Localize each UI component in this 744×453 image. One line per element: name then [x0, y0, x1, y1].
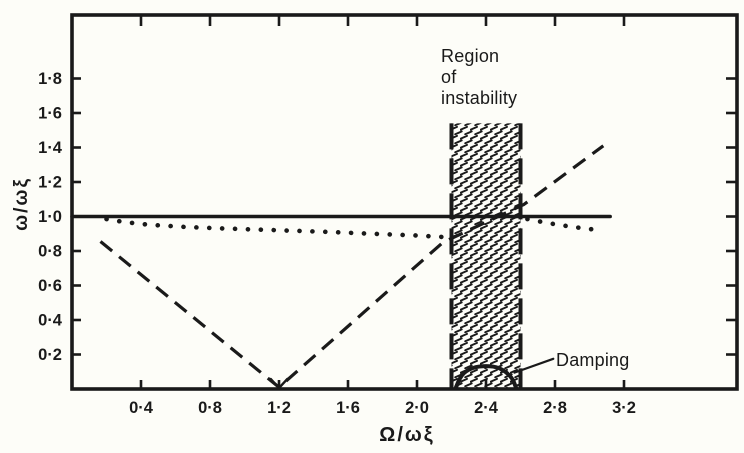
x-tick-label: 2·8	[543, 399, 567, 417]
plot-border	[70, 13, 739, 391]
series-whirl-frequency-dotted-right	[525, 216, 596, 232]
y-tick-label: 1·0	[38, 208, 62, 226]
x-tick-label: 1·2	[267, 399, 291, 417]
y-tick-label: 0·6	[38, 277, 62, 295]
y-tick-label: 1·4	[38, 139, 63, 157]
x-tick-label: 1·6	[336, 399, 360, 417]
y-tick-label: 0·2	[38, 346, 62, 364]
x-tick-label: 0·4	[129, 399, 154, 417]
x-tick-label: 3·2	[612, 399, 636, 417]
x-tick-label: 0·8	[198, 399, 222, 417]
instability-band	[451, 123, 521, 389]
y-tick-label: 1·8	[38, 70, 62, 88]
x-tick-label: 2·4	[474, 399, 499, 417]
y-tick-label: 1·6	[38, 105, 62, 123]
y-tick-label: 0·4	[38, 312, 63, 330]
x-axis-label: Ω/ωξ	[379, 424, 435, 446]
y-tick-label: 1·2	[38, 174, 62, 192]
damping-label: Damping	[556, 350, 630, 370]
series-damping-leader	[513, 357, 555, 374]
series-whirl-frequency-dotted-left	[104, 216, 454, 240]
y-axis-label: ω/ωξ	[11, 177, 32, 231]
series-whirl-speed-dashed	[99, 144, 605, 389]
y-tick-label: 0·8	[38, 243, 62, 261]
series-damping-curve	[453, 364, 519, 391]
x-tick-label: 2·0	[405, 399, 429, 417]
region-of-instability-label: Region of instability	[441, 46, 518, 109]
